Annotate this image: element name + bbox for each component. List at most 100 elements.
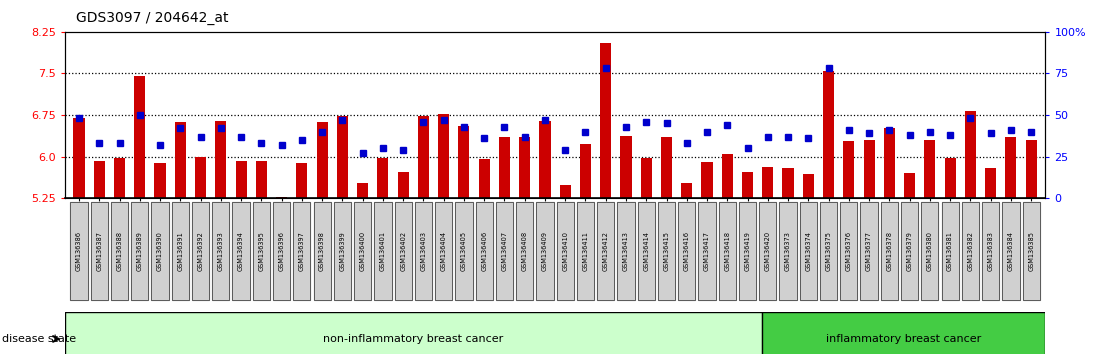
Bar [699,202,716,300]
Bar [819,202,837,300]
Text: GSM136376: GSM136376 [846,232,852,271]
Bar [70,202,87,300]
Bar [1005,137,1016,198]
Bar [961,202,979,300]
Bar [904,173,916,198]
Text: GSM136396: GSM136396 [278,232,285,271]
Bar [475,202,493,300]
Bar [313,202,331,300]
Text: GSM136381: GSM136381 [947,232,954,271]
Bar [458,126,470,198]
Bar [841,202,858,300]
Bar [620,136,632,198]
Bar [495,202,513,300]
Text: GSM136374: GSM136374 [805,232,812,271]
Bar [861,202,878,300]
Bar [617,202,635,300]
Text: GSM136377: GSM136377 [866,232,872,271]
Bar [701,162,712,198]
Text: disease state: disease state [2,334,76,344]
Bar [316,122,328,198]
Bar [861,202,878,300]
Text: GSM136403: GSM136403 [420,232,426,271]
Bar [1002,202,1020,300]
Bar [577,202,594,300]
Text: GSM136387: GSM136387 [96,232,102,271]
Text: GSM136382: GSM136382 [967,232,974,271]
Bar [600,43,612,198]
Bar [761,312,1045,354]
Bar [233,202,249,300]
Bar [192,202,209,300]
Bar [517,202,533,300]
Text: GSM136389: GSM136389 [136,232,143,271]
Text: GSM136384: GSM136384 [1008,232,1014,271]
Bar [881,202,898,300]
Bar [557,202,574,300]
Bar [65,312,761,354]
Bar [679,202,695,300]
Bar [921,202,938,300]
Bar [415,202,432,300]
Text: GSM136417: GSM136417 [704,232,710,271]
Bar [779,202,797,300]
Text: GSM136411: GSM136411 [582,232,588,271]
Bar [276,197,287,198]
Bar [539,121,550,198]
Bar [212,202,229,300]
Text: GSM136410: GSM136410 [562,232,568,271]
Bar [679,202,695,300]
Bar [151,202,169,300]
Text: inflammatory breast cancer: inflammatory breast cancer [826,334,982,344]
Bar [256,161,267,198]
Bar [722,154,733,198]
Bar [435,202,453,300]
Bar [921,202,938,300]
Bar [475,202,493,300]
Bar [154,163,165,198]
Bar [577,202,594,300]
Bar [111,202,129,300]
Bar [435,202,453,300]
Bar [519,137,530,198]
Text: GSM136388: GSM136388 [116,232,123,271]
Bar [641,158,652,198]
Text: GSM136391: GSM136391 [178,232,183,271]
Text: GSM136385: GSM136385 [1029,232,1034,271]
Text: GSM136408: GSM136408 [522,231,528,272]
Bar [415,202,432,300]
Text: GSM136399: GSM136399 [340,232,345,271]
Bar [779,202,797,300]
Bar [375,202,391,300]
Bar [296,163,307,198]
Bar [455,202,473,300]
Bar [863,140,874,198]
Bar [597,202,615,300]
Text: GSM136379: GSM136379 [907,232,912,271]
Bar [517,202,533,300]
Bar [799,202,817,300]
Bar [479,159,490,198]
Bar [557,202,574,300]
Bar [597,202,615,300]
Text: GDS3097 / 204642_at: GDS3097 / 204642_at [76,11,228,25]
Bar [841,202,858,300]
Bar [395,202,411,300]
Bar [172,202,189,300]
Bar [881,202,898,300]
Text: GSM136409: GSM136409 [542,232,548,271]
Bar [1025,140,1036,198]
Bar [537,202,553,300]
Bar [495,202,513,300]
Bar [719,202,736,300]
Bar [131,202,149,300]
Bar [91,202,108,300]
Bar [617,202,635,300]
Bar [901,202,918,300]
Bar [681,183,692,198]
Bar [560,185,571,198]
Text: GSM136393: GSM136393 [218,232,224,271]
Bar [273,202,291,300]
Text: GSM136394: GSM136394 [238,232,244,271]
Text: GSM136419: GSM136419 [745,232,750,271]
